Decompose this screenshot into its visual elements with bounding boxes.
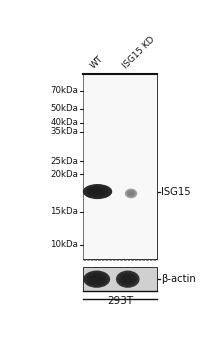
Text: 293T: 293T: [107, 295, 133, 306]
Ellipse shape: [90, 275, 103, 284]
Ellipse shape: [90, 188, 105, 195]
Text: 35kDa: 35kDa: [50, 127, 78, 136]
Ellipse shape: [122, 275, 134, 284]
Text: WT: WT: [89, 54, 105, 70]
Text: 10kDa: 10kDa: [50, 240, 78, 249]
Bar: [83, 74, 157, 259]
Text: 40kDa: 40kDa: [50, 118, 78, 127]
Ellipse shape: [83, 184, 112, 199]
Ellipse shape: [125, 189, 137, 198]
Bar: [83, 74, 157, 259]
Ellipse shape: [128, 191, 134, 196]
Text: β-actin: β-actin: [161, 274, 196, 284]
Text: ISG15: ISG15: [161, 187, 190, 197]
Ellipse shape: [87, 273, 107, 286]
Text: 20kDa: 20kDa: [50, 169, 78, 178]
Text: 15kDa: 15kDa: [50, 207, 78, 216]
Bar: [83, 267, 157, 291]
Ellipse shape: [119, 273, 137, 286]
Ellipse shape: [87, 186, 108, 197]
Ellipse shape: [116, 271, 139, 288]
Text: 25kDa: 25kDa: [50, 157, 78, 166]
Ellipse shape: [126, 190, 136, 197]
Text: 50kDa: 50kDa: [50, 104, 78, 113]
Text: ISG15 KD: ISG15 KD: [121, 35, 157, 70]
Ellipse shape: [83, 271, 110, 288]
Text: 70kDa: 70kDa: [50, 86, 78, 95]
